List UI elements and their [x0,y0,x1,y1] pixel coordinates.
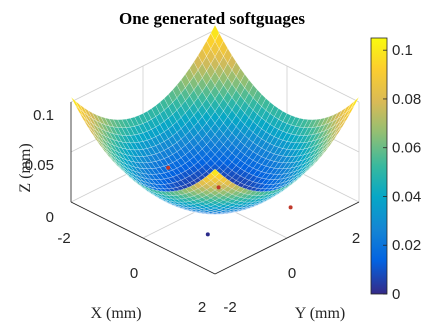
colorbar-tick-label: 0.06 [392,140,421,157]
chart-title: One generated softguages [119,9,305,28]
axis-line [70,201,216,275]
z-tick-label-2: 0.1 [33,107,54,124]
marker-layer [166,165,293,237]
y-tick-label-1: 0 [288,265,296,282]
colorbar-tick-label: 0.1 [392,42,413,59]
y-tick-label-2: 2 [352,230,360,247]
x-tick-label-0: -2 [57,230,70,247]
z-axis-label: Z (mm) [17,143,34,192]
y-axis-label: Y (mm) [295,305,346,322]
z-tick-label-1: 0.05 [25,157,54,174]
axis-line [214,201,360,275]
y-tick-label-0: -2 [223,299,236,316]
colorbar-tick-label: 0 [392,286,400,303]
colorbar [370,37,388,295]
colorbar-ticks: 0 0.02 0.04 0.06 0.08 0.1 [383,42,421,303]
x-tick-label-2: 2 [198,299,206,316]
colorbar-tick-label: 0.08 [392,91,421,108]
colorbar-tick-label: 0.04 [392,188,421,205]
surface-marker [216,185,221,190]
surface-marker [205,232,210,237]
x-tick-label-1: 0 [130,265,138,282]
surface-marker [288,205,293,210]
colorbar-tick-label: 0.02 [392,237,421,254]
z-tick-label-0: 0 [46,209,54,226]
axis-ticks [70,102,360,275]
surface-patch [210,168,220,178]
surface-marker [166,165,171,170]
x-axis-label: X (mm) [90,305,141,322]
surface-mesh [70,24,360,215]
